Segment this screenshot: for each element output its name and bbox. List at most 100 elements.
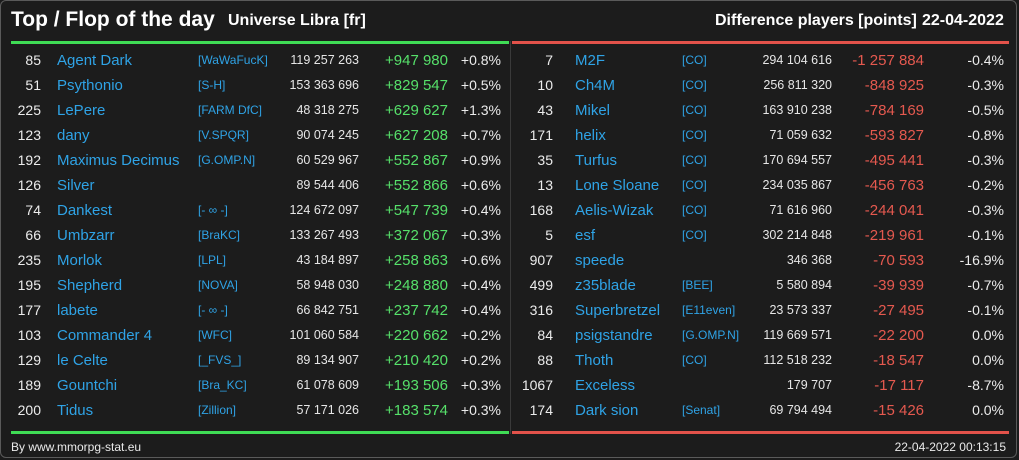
points-difference: +947 980 bbox=[385, 52, 448, 69]
player-name-link[interactable]: LePere bbox=[57, 102, 106, 119]
player-points: 61 078 609 bbox=[296, 378, 359, 392]
alliance-tag-link[interactable]: [G.OMP.N] bbox=[682, 328, 740, 342]
player-points: 346 368 bbox=[786, 253, 832, 267]
player-name-link[interactable]: speede bbox=[575, 252, 625, 269]
table-row: 123 dany [V.SPQR] 90 074 245 +627 208 +0.7% bbox=[11, 123, 509, 148]
table-row: 195 Shepherd [NOVA] 58 948 030 +248 880 +0.4% bbox=[11, 273, 509, 298]
player-rank: 88 bbox=[537, 352, 553, 368]
alliance-tag-link[interactable]: [BEE] bbox=[682, 278, 713, 292]
player-name-link[interactable]: z35blade bbox=[575, 277, 636, 294]
player-points: 57 171 026 bbox=[296, 403, 359, 417]
alliance-tag-link[interactable]: [FARM DfC] bbox=[198, 103, 263, 117]
player-name-link[interactable]: helix bbox=[575, 127, 606, 144]
points-difference: +372 067 bbox=[385, 227, 448, 244]
alliance-tag-link[interactable]: [WFC] bbox=[198, 328, 232, 342]
player-name-link[interactable]: Gountchi bbox=[57, 377, 118, 394]
alliance-tag-link[interactable]: [Bra_KC] bbox=[198, 378, 247, 392]
table-row: 200 Tidus [Zillion] 57 171 026 +183 574 +0.3% bbox=[11, 398, 509, 423]
table-row: 192 Maximus Decimus [G.OMP.N] 60 529 967 +55… bbox=[11, 148, 509, 173]
player-name-link[interactable]: esf bbox=[575, 227, 596, 244]
points-difference: -593 827 bbox=[864, 127, 924, 144]
player-name-link[interactable]: Psythonio bbox=[57, 77, 123, 94]
alliance-tag-link[interactable]: [- ∞ -] bbox=[198, 303, 228, 317]
player-points: 5 580 894 bbox=[776, 278, 832, 292]
metric-label: Difference players [points] bbox=[715, 12, 917, 29]
player-name-link[interactable]: Agent Dark bbox=[57, 52, 133, 69]
player-name-link[interactable]: labete bbox=[57, 302, 98, 319]
player-name-link[interactable]: M2F bbox=[575, 52, 605, 69]
player-rank: 316 bbox=[529, 302, 553, 318]
points-difference: -1 257 884 bbox=[852, 52, 924, 69]
player-name-link[interactable]: Dark sion bbox=[575, 402, 639, 419]
player-name-link[interactable]: psigstandre bbox=[575, 327, 653, 344]
points-difference: -784 169 bbox=[864, 102, 924, 119]
player-rank: 174 bbox=[529, 402, 553, 418]
alliance-tag-link[interactable]: [G.OMP.N] bbox=[198, 153, 256, 167]
player-name-link[interactable]: Umbzarr bbox=[57, 227, 115, 244]
player-name-link[interactable]: Tidus bbox=[57, 402, 94, 419]
alliance-tag-link[interactable]: [_FVS_] bbox=[198, 353, 242, 367]
player-name-link[interactable]: Ch4M bbox=[575, 77, 616, 94]
player-name-link[interactable]: Dankest bbox=[57, 202, 113, 219]
alliance-tag-link[interactable]: [CO] bbox=[682, 153, 707, 167]
alliance-tag-link[interactable]: [CO] bbox=[682, 103, 707, 117]
percent-change: -0.1% bbox=[967, 227, 1004, 243]
player-name-link[interactable]: Turfus bbox=[575, 152, 617, 169]
alliance-tag-link[interactable]: [CO] bbox=[682, 178, 707, 192]
player-points: 89 134 907 bbox=[296, 353, 359, 367]
alliance-tag-link[interactable]: [CO] bbox=[682, 128, 707, 142]
alliance-tag-link[interactable]: [- ∞ -] bbox=[198, 203, 228, 217]
alliance-tag-link[interactable]: [Zillion] bbox=[198, 403, 237, 417]
player-points: 23 573 337 bbox=[769, 303, 832, 317]
alliance-tag-link[interactable]: [V.SPQR] bbox=[198, 128, 249, 142]
player-name-link[interactable]: Superbretzel bbox=[575, 302, 661, 319]
player-name-link[interactable]: le Celte bbox=[57, 352, 108, 369]
site-credit-link[interactable]: By www.mmorpg-stat.eu bbox=[11, 440, 142, 454]
player-name-link[interactable]: Commander 4 bbox=[57, 327, 153, 344]
percent-change: +0.6% bbox=[460, 177, 501, 193]
table-row: 103 Commander 4 [WFC] 101 060 584 +220 662 +0… bbox=[11, 323, 509, 348]
player-rank: 1067 bbox=[521, 377, 553, 393]
player-name-link[interactable]: Mikel bbox=[575, 102, 611, 119]
player-name-link[interactable]: Morlok bbox=[57, 252, 103, 269]
player-rank: 85 bbox=[25, 52, 41, 68]
percent-change: 0.0% bbox=[972, 402, 1004, 418]
alliance-tag-link[interactable]: [WaWaFucK] bbox=[198, 53, 268, 67]
alliance-tag-link[interactable]: [CO] bbox=[682, 53, 707, 67]
player-name-link[interactable]: Exceless bbox=[575, 377, 636, 394]
page-title: Top / Flop of the day bbox=[11, 8, 215, 31]
alliance-tag-link[interactable]: [CO] bbox=[682, 78, 707, 92]
percent-change: -0.4% bbox=[967, 52, 1004, 68]
player-name-link[interactable]: Aelis-Wizak bbox=[575, 202, 654, 219]
table-row: 5 esf [CO] 302 214 848 -219 961 -0.1% bbox=[512, 223, 1009, 248]
flop-bottom-line bbox=[512, 431, 1009, 434]
percent-change: -0.3% bbox=[967, 152, 1004, 168]
player-name-link[interactable]: Shepherd bbox=[57, 277, 123, 294]
player-points: 302 214 848 bbox=[762, 228, 832, 242]
table-row: 88 Thoth [CO] 112 518 232 -18 547 0.0% bbox=[512, 348, 1009, 373]
alliance-tag-link[interactable]: [NOVA] bbox=[198, 278, 238, 292]
alliance-tag-link[interactable]: [LPL] bbox=[198, 253, 227, 267]
player-name-link[interactable]: Thoth bbox=[575, 352, 614, 369]
player-points: 119 257 263 bbox=[290, 53, 359, 67]
percent-change: +0.3% bbox=[460, 227, 501, 243]
alliance-tag-link[interactable]: [CO] bbox=[682, 203, 707, 217]
alliance-tag-link[interactable]: [S-H] bbox=[198, 78, 226, 92]
player-name-link[interactable]: dany bbox=[57, 127, 90, 144]
alliance-tag-link[interactable]: [BraKC] bbox=[198, 228, 241, 242]
alliance-tag-link[interactable]: [E11even] bbox=[682, 303, 736, 317]
player-points: 43 184 897 bbox=[296, 253, 359, 267]
player-points: 163 910 238 bbox=[762, 103, 832, 117]
player-name-link[interactable]: Lone Sloane bbox=[575, 177, 660, 194]
percent-change: +0.6% bbox=[460, 252, 501, 268]
player-name-link[interactable]: Maximus Decimus bbox=[57, 152, 180, 169]
alliance-tag-link[interactable]: [CO] bbox=[682, 228, 707, 242]
alliance-tag-link[interactable]: [Senat] bbox=[682, 403, 721, 417]
points-difference: +237 742 bbox=[385, 302, 448, 319]
player-name-link[interactable]: Silver bbox=[57, 177, 95, 194]
alliance-tag-link[interactable]: [CO] bbox=[682, 353, 707, 367]
player-rank: 129 bbox=[17, 352, 41, 368]
player-points: 66 842 751 bbox=[296, 303, 359, 317]
player-rank: 499 bbox=[529, 277, 553, 293]
